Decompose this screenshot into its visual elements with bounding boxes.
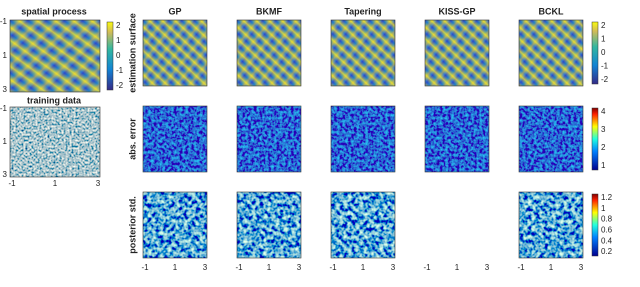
colorbar-tick-label: 0.6: [601, 226, 613, 235]
frame: [9, 19, 101, 93]
frame: [236, 19, 302, 87]
colorbar-tick-label: -1: [601, 62, 609, 71]
colorbar-tick-label: 2: [601, 21, 606, 30]
row-label: abs. error: [127, 118, 137, 160]
x-tick-label: 1: [549, 263, 554, 272]
x-tick-label: -1: [8, 179, 16, 188]
error-map: [331, 106, 395, 172]
heatmap-overlay: [237, 20, 301, 86]
y-tick-label: 3: [3, 170, 8, 179]
colorbar: [591, 107, 599, 171]
colorbar-tick-label: 1: [601, 204, 606, 213]
colorbar-tick-label: -1: [116, 66, 124, 75]
error-map: [519, 106, 583, 172]
x-tick-label: -1: [141, 263, 149, 272]
error-map: [237, 106, 301, 172]
heatmap-overlay: [143, 20, 207, 86]
x-tick-label: 3: [579, 263, 584, 272]
scatter-image: [10, 107, 100, 177]
x-tick-label: -1: [517, 263, 525, 272]
x-tick-label: -1: [235, 263, 243, 272]
y-tick-label: 1: [3, 137, 8, 146]
error-map: [143, 106, 207, 172]
x-tick-label: 1: [53, 179, 58, 188]
x-tick-label: 1: [267, 263, 272, 272]
y-tick-label: 1: [3, 51, 8, 60]
heatmap-overlay: [519, 20, 583, 86]
std-map: [331, 192, 395, 258]
colorbar-tick-label: 1: [601, 35, 606, 44]
std-map: [519, 192, 583, 258]
panel-title: training data: [27, 95, 82, 105]
colorbar-tick-label: 2: [116, 21, 121, 30]
colorbar-tick-label: 0: [601, 48, 606, 57]
row-label: posterior std.: [127, 196, 137, 254]
row-label: estimation surface: [127, 13, 137, 93]
frame: [424, 105, 490, 173]
x-tick-label: 3: [391, 263, 396, 272]
x-tick-label: 1: [361, 263, 366, 272]
colorbar-tick-label: -2: [601, 75, 609, 84]
frame: [142, 105, 208, 173]
y-tick-label: 3: [3, 85, 8, 94]
y-tick-label: -1: [0, 17, 8, 26]
colorbar-tick-label: 1: [601, 161, 606, 170]
colorbar-tick-label: 0: [116, 51, 121, 60]
colorbar-tick-label: -2: [116, 81, 124, 90]
method-title: KISS-GP: [438, 6, 475, 16]
frame: [330, 105, 396, 173]
frame: [142, 191, 208, 259]
colorbar-tick-label: 3: [601, 125, 606, 134]
frame: [236, 191, 302, 259]
method-title: BKMF: [256, 6, 282, 16]
colorbar-tick-label: 0.2: [601, 247, 613, 256]
heatmap-overlay: [331, 20, 395, 86]
heatmap-overlay: [10, 20, 100, 92]
std-map: [237, 192, 301, 258]
frame: [330, 19, 396, 87]
colorbar: [591, 193, 599, 257]
x-tick-label: 1: [173, 263, 178, 272]
error-map: [425, 106, 489, 172]
frame: [142, 19, 208, 87]
colorbar-tick-label: 0.8: [601, 215, 613, 224]
x-tick-label: 1: [455, 263, 460, 272]
x-tick-label: -1: [329, 263, 337, 272]
method-title: Tapering: [344, 6, 381, 16]
colorbar-tick-label: 0.4: [601, 236, 613, 245]
x-tick-label: 3: [203, 263, 208, 272]
frame: [518, 19, 584, 87]
frame: [518, 105, 584, 173]
method-title: BCKL: [539, 6, 564, 16]
frame: [330, 191, 396, 259]
y-tick-label: -1: [0, 104, 8, 113]
frame: [9, 106, 101, 178]
x-tick-label: 3: [485, 263, 490, 272]
colorbar: [591, 21, 599, 85]
heatmap-overlay: [425, 20, 489, 86]
x-tick-label: 3: [297, 263, 302, 272]
std-map: [143, 192, 207, 258]
frame: [518, 191, 584, 259]
colorbar-tick-label: 4: [601, 107, 606, 116]
panel-title: spatial process: [21, 6, 87, 16]
frame: [236, 105, 302, 173]
colorbar: [106, 21, 114, 91]
method-title: GP: [168, 6, 181, 16]
colorbar-tick-label: 2: [601, 143, 606, 152]
colorbar-tick-label: 1.2: [601, 193, 613, 202]
colorbar-tick-label: 1: [116, 36, 121, 45]
frame: [424, 19, 490, 87]
x-tick-label: -1: [423, 263, 431, 272]
x-tick-label: 3: [96, 179, 101, 188]
